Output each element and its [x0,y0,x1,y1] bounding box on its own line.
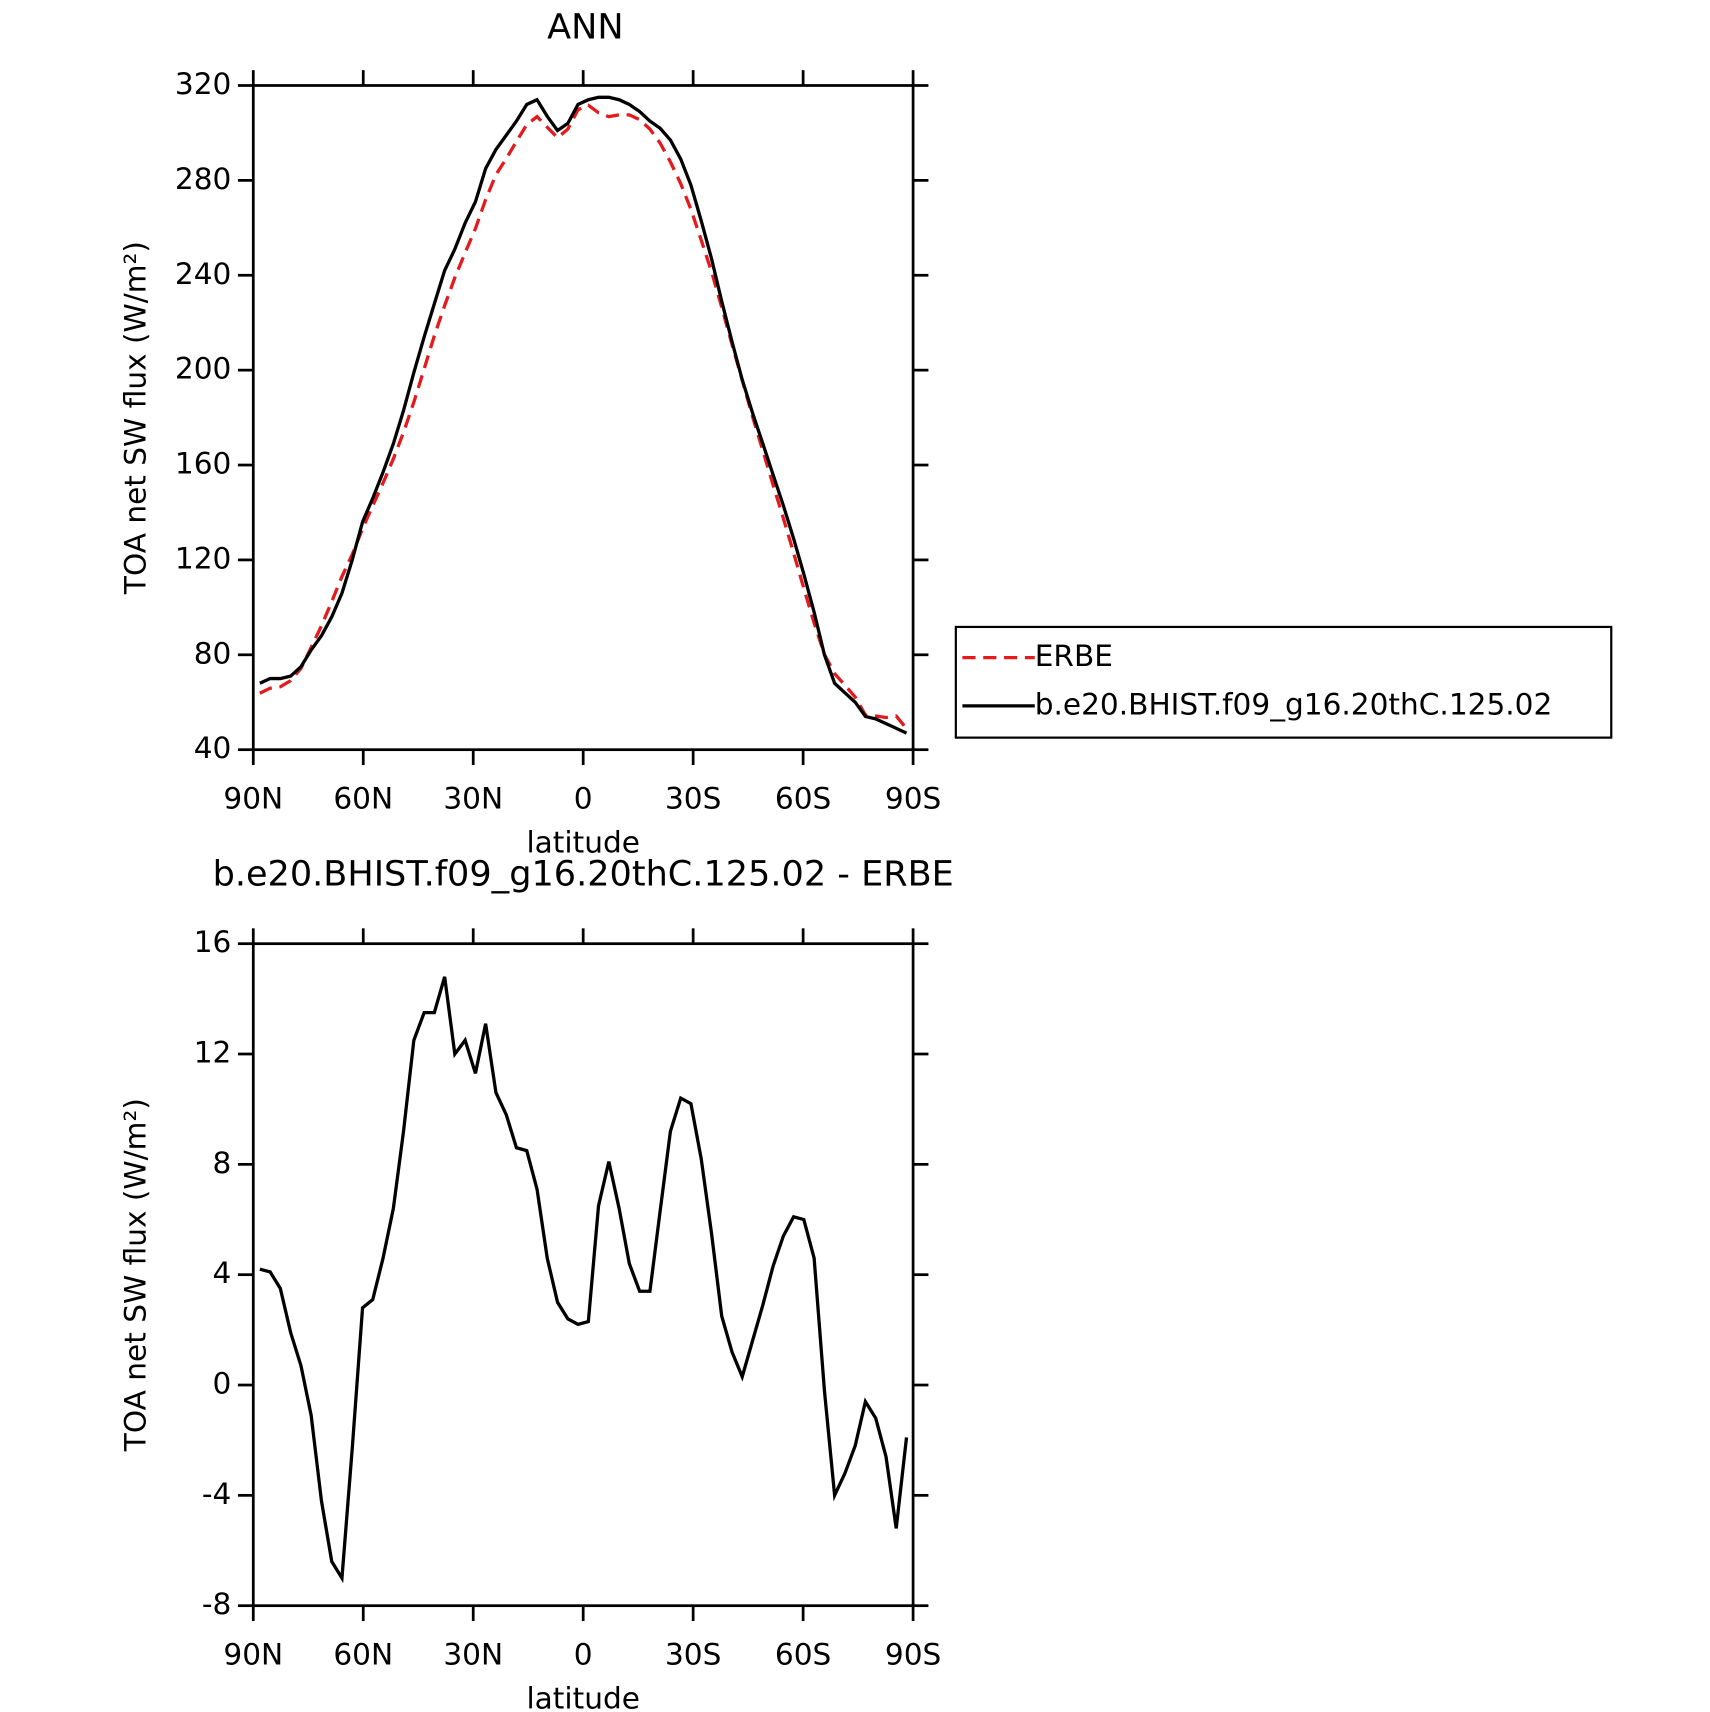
line-series [259,976,909,1584]
y-tick-label: 280 [175,162,231,196]
y-axis-label: TOA net SW flux (W/m²) [119,1098,153,1452]
y-tick-label: 80 [194,636,232,670]
y-tick-label: 200 [175,352,231,386]
legend-label: b.e20.BHIST.f09_g16.20thC.125.02 [1035,687,1553,721]
chart-title: ANN [547,6,623,47]
line-series [259,103,908,730]
y-tick-label: -8 [202,1587,232,1621]
x-tick-label: 0 [574,1638,593,1672]
y-tick-label: 8 [213,1146,232,1180]
y-tick-label: 160 [175,447,231,481]
y-tick-label: 16 [194,925,232,959]
x-axis-label: latitude [526,825,639,859]
y-tick-label: -4 [202,1477,232,1511]
plot-frame [251,84,915,752]
x-tick-label: 60S [775,782,831,816]
y-tick-label: 240 [175,257,231,291]
y-tick-label: 120 [175,541,231,575]
y-tick-label: 4 [213,1256,232,1290]
y-tick-label: 12 [194,1036,232,1070]
chart-title: b.e20.BHIST.f09_g16.20thC.125.02 - ERBE [213,854,954,895]
line-series [259,95,908,735]
y-tick-label: 320 [175,67,231,101]
x-tick-label: 90N [223,1638,283,1672]
y-tick-label: 40 [194,731,232,765]
x-tick-label: 30S [665,782,721,816]
legend-box [954,625,1613,739]
x-tick-label: 30N [443,782,503,816]
x-tick-label: 30S [665,1638,721,1672]
x-tick-label: 60N [333,1638,393,1672]
x-axis-label: latitude [526,1681,639,1712]
x-tick-label: 90N [223,782,283,816]
y-axis-label: TOA net SW flux (W/m²) [119,241,153,595]
x-tick-label: 0 [574,782,593,816]
x-tick-label: 60N [333,782,393,816]
x-tick-label: 60S [775,1638,831,1672]
y-tick-label: 0 [213,1367,232,1401]
x-tick-label: 90S [885,782,941,816]
legend-label: ERBE [1035,639,1113,673]
x-tick-label: 30N [443,1638,503,1672]
x-tick-label: 90S [885,1638,941,1672]
